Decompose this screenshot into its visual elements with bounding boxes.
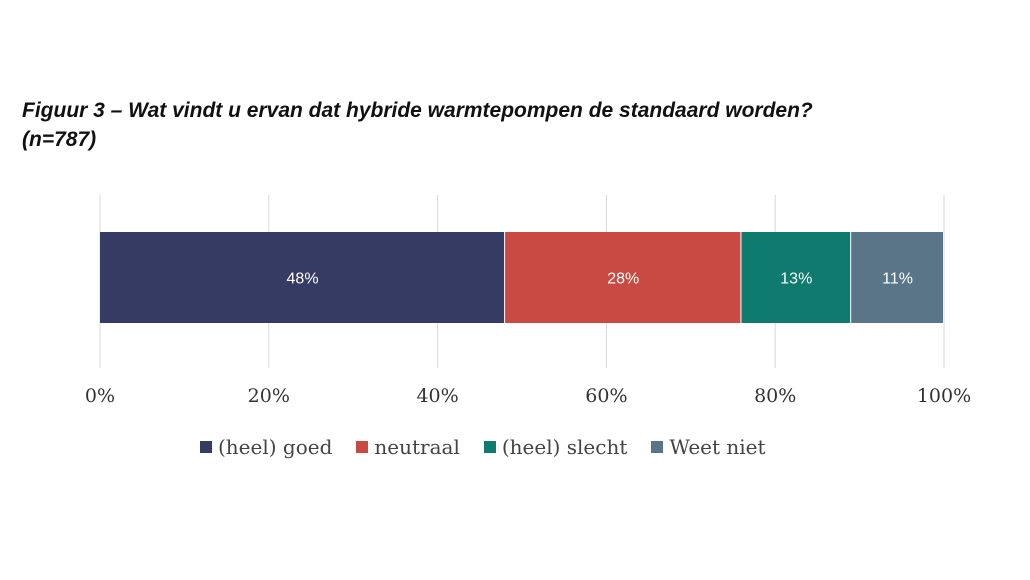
x-tick-label: 20% (248, 385, 290, 407)
bar-segment (851, 232, 943, 323)
bar-segments (100, 232, 943, 323)
x-axis-ticks: 0% 20% 40% 60% 80% 100% (85, 385, 971, 407)
legend-label: Weet niet (669, 435, 766, 459)
bar-segment (505, 232, 741, 323)
stacked-bar-chart: 48% 28% 13% 11% 0% 20% 40% 60% 80% 100% (85, 195, 971, 407)
chart-title: Figuur 3 – Wat vindt u ervan dat hybride… (22, 96, 1002, 154)
legend-label: (heel) goed (218, 435, 333, 459)
legend-swatch (483, 441, 496, 453)
legend-swatch (356, 441, 369, 453)
legend-swatch (651, 441, 664, 453)
bar-segment (741, 232, 851, 323)
subtitle-text: (n=787) (22, 128, 97, 151)
legend-item: Weet niet (651, 435, 766, 459)
x-tick-label: 0% (85, 385, 115, 407)
data-label: 13% (780, 271, 812, 288)
legend: (heel) goed neutraal (heel) slecht Weet nie… (200, 432, 766, 462)
data-label: 48% (287, 271, 319, 288)
bar-segment (100, 232, 505, 323)
legend-swatch (200, 441, 212, 453)
title-text: Figuur 3 – Wat vindt u ervan dat hybride… (22, 99, 813, 122)
bar-labels: 48% 28% 13% 11% (287, 271, 913, 288)
x-tick-label: 100% (917, 385, 971, 407)
data-label: 28% (607, 271, 639, 288)
x-tick-label: 40% (416, 385, 458, 407)
legend-item: (heel) slecht (483, 435, 628, 459)
legend-label: (heel) slecht (501, 435, 628, 459)
data-label: 11% (882, 271, 913, 288)
x-tick-label: 80% (754, 385, 796, 407)
legend-item: neutraal (356, 435, 460, 459)
legend-label: neutraal (374, 435, 460, 459)
legend-item: (heel) goed (200, 435, 332, 459)
x-tick-label: 60% (585, 385, 627, 407)
